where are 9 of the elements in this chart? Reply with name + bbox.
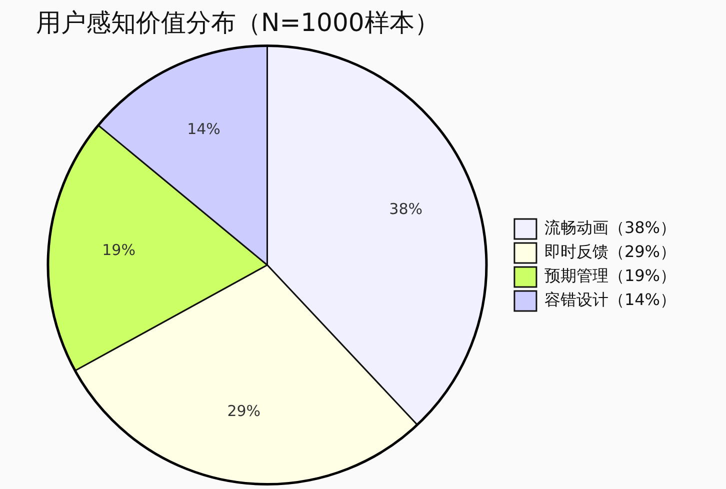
- data-label: 38%: [389, 200, 423, 218]
- data-label: 19%: [102, 240, 136, 259]
- legend-label: 容错设计（14%）: [544, 290, 676, 310]
- legend-label: 流畅动画（38%）: [544, 218, 676, 238]
- data-label: 14%: [187, 120, 220, 138]
- legend-label: 即时反馈（29%）: [544, 242, 676, 262]
- data-label: 29%: [227, 402, 261, 420]
- legend-label: 预期管理（19%）: [544, 266, 676, 286]
- chart-title: 用户感知价值分布（N=1000样本）: [36, 7, 440, 39]
